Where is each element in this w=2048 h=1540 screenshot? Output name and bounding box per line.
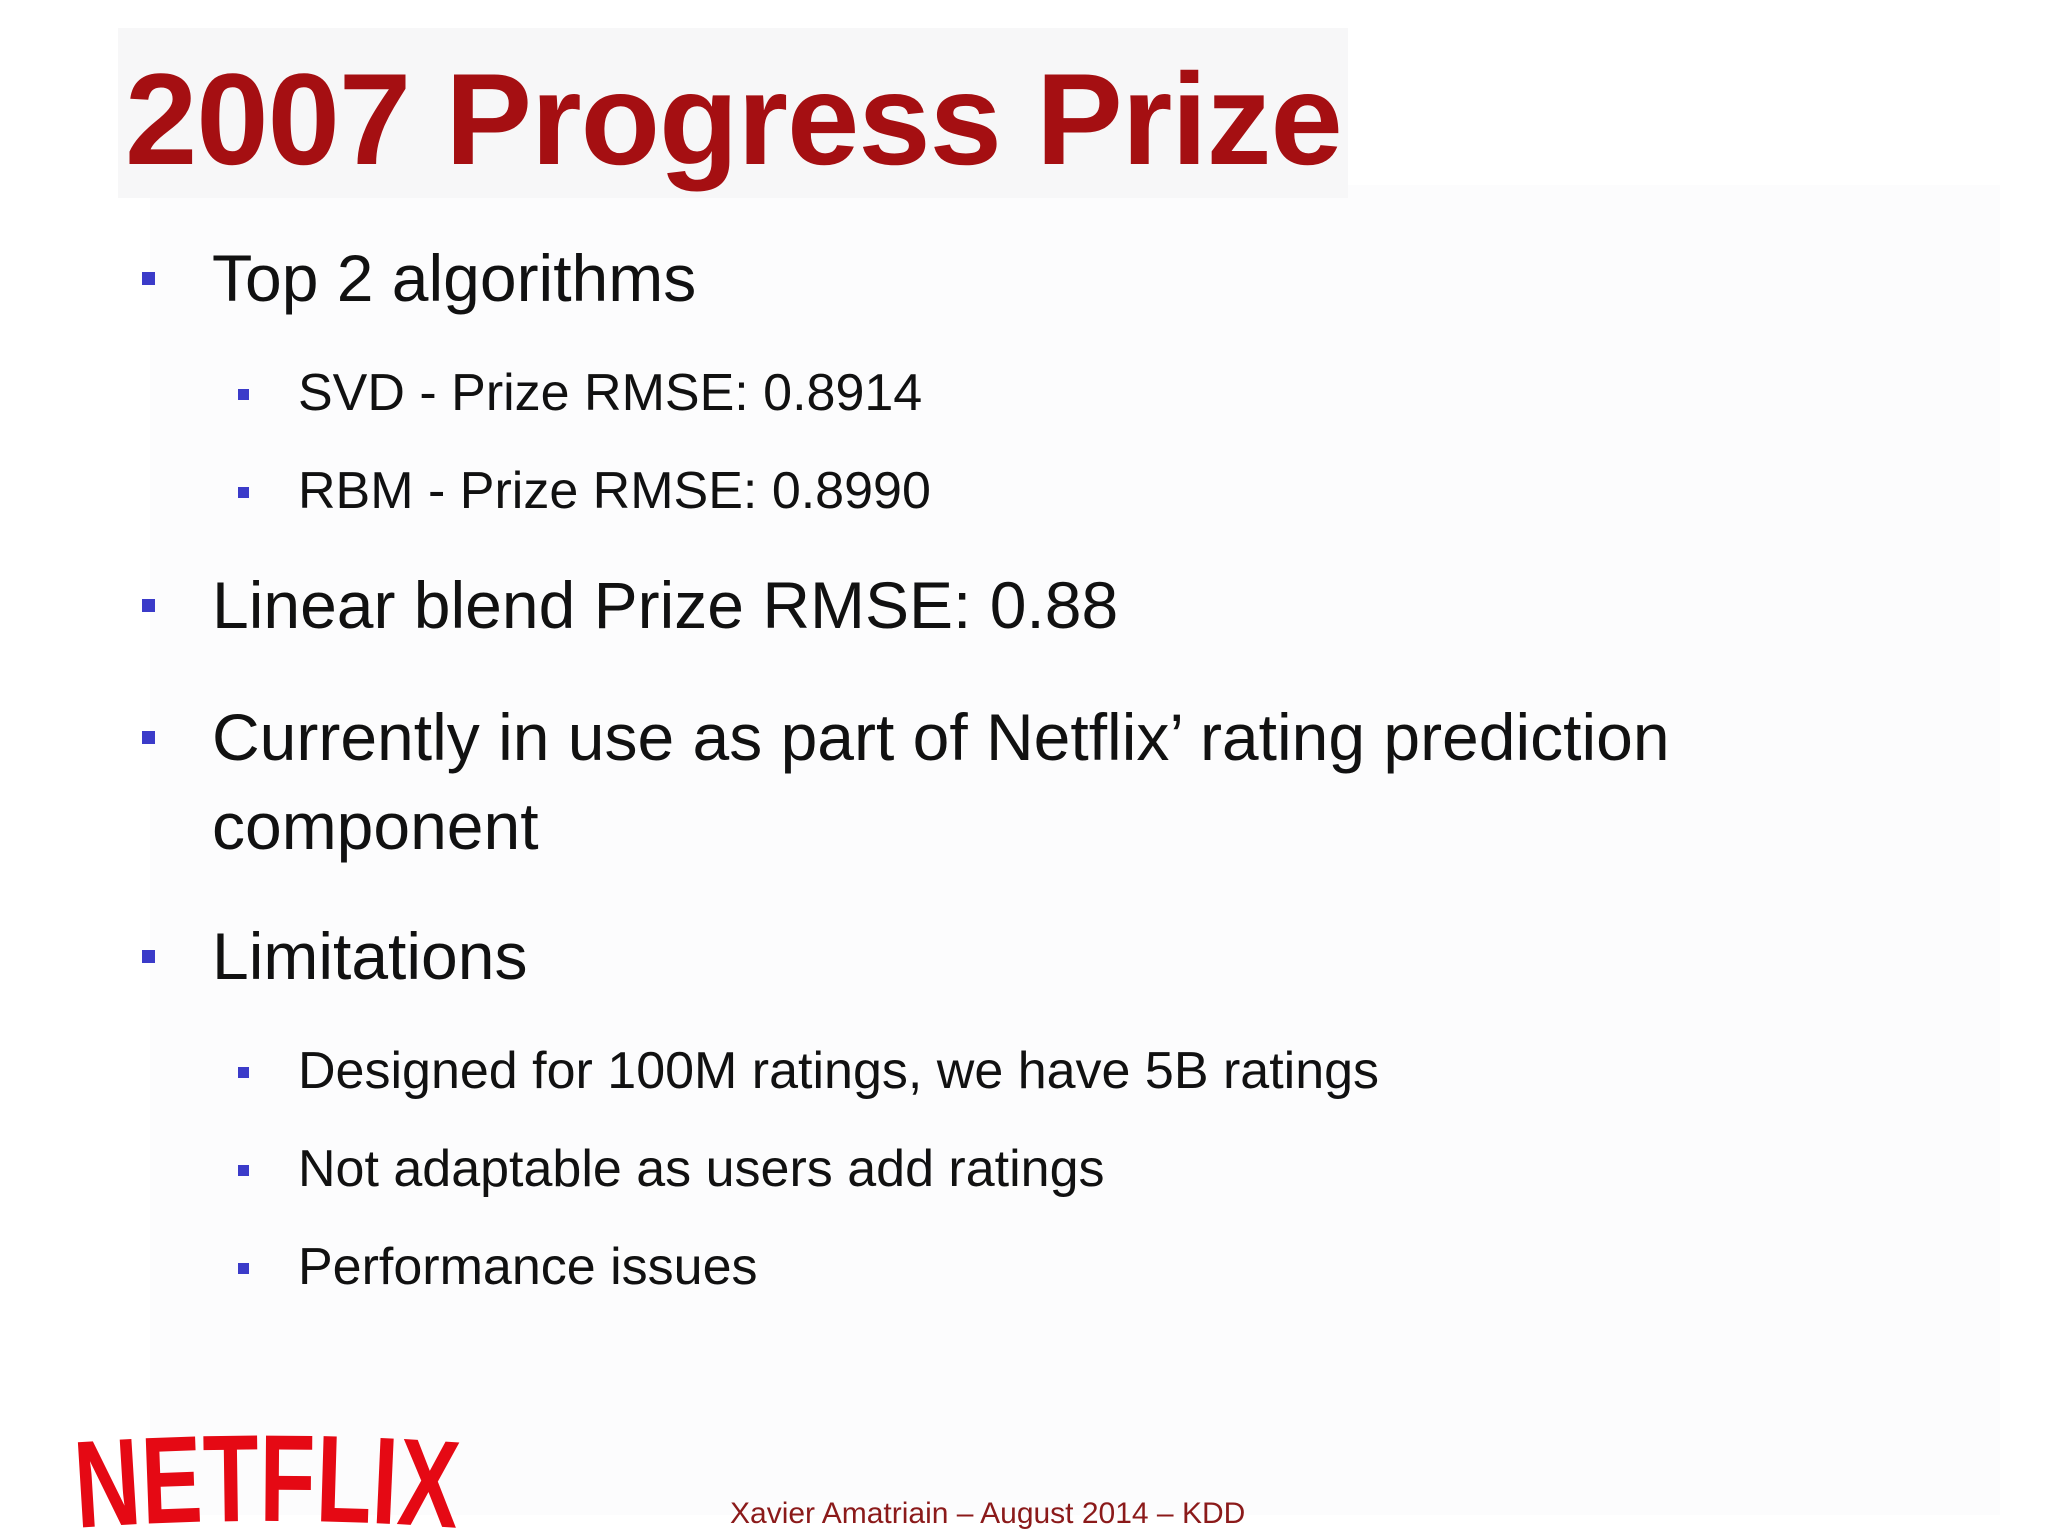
sub-bullet-marker	[238, 1165, 249, 1176]
sub-bullet-text-performance: Performance issues	[298, 1238, 758, 1296]
sub-bullet-marker	[238, 1263, 249, 1274]
sub-bullet-text-svd: SVD - Prize RMSE: 0.8914	[298, 364, 923, 422]
bullet-text-limitations: Limitations	[212, 919, 528, 993]
bullet-marker	[142, 599, 155, 612]
footer-credit: Xavier Amatriain – August 2014 – KDD	[730, 1497, 1246, 1530]
slide-title: 2007 Progress Prize	[125, 46, 1343, 192]
bullet-text-top-algorithms: Top 2 algorithms	[212, 241, 697, 315]
title-background	[118, 28, 1348, 198]
sub-bullet-marker	[238, 1067, 249, 1078]
sub-bullet-text-not-adaptable: Not adaptable as users add ratings	[298, 1140, 1105, 1198]
bullet-marker	[142, 272, 155, 285]
sub-bullet-text-rbm: RBM - Prize RMSE: 0.8990	[298, 462, 931, 520]
sub-bullet-text-designed: Designed for 100M ratings, we have 5B ra…	[298, 1042, 1380, 1100]
sub-bullet-marker	[238, 389, 249, 400]
bullet-text-currently-line1: Currently in use as part of Netflix’ rat…	[212, 700, 1670, 774]
sub-bullet-marker	[238, 487, 249, 498]
bullet-marker	[142, 950, 155, 963]
bullet-marker	[142, 731, 155, 744]
bullet-text-currently-line2: component	[212, 789, 539, 863]
content-background	[150, 185, 2000, 1515]
bullet-text-linear-blend: Linear blend Prize RMSE: 0.88	[212, 568, 1119, 642]
